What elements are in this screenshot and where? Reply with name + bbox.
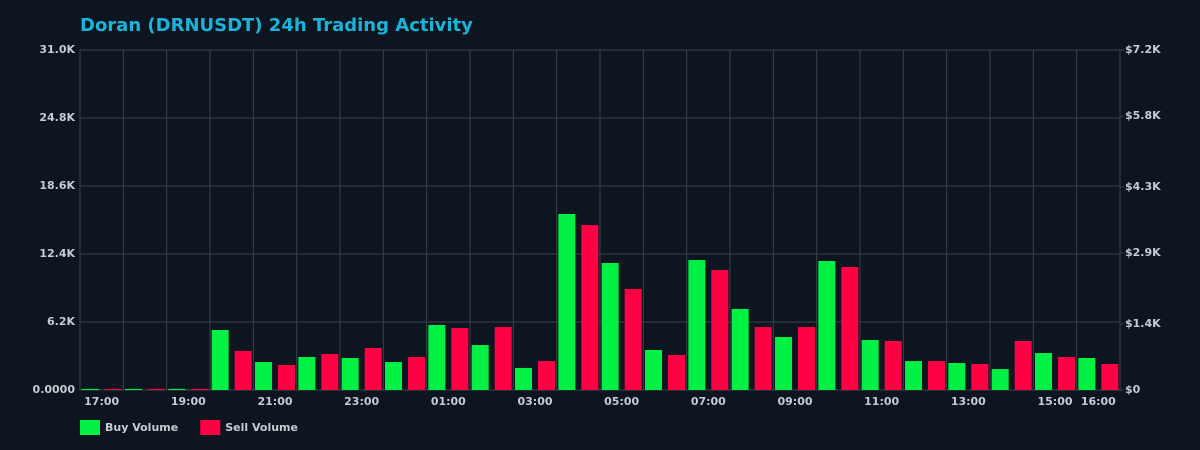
bar [991,369,1009,390]
bar [1014,340,1032,390]
bar [754,327,772,390]
bar [408,356,425,390]
chart-title: Doran (DRNUSDT) 24h Trading Activity [80,15,473,36]
bar [861,339,879,390]
bar [538,361,555,390]
y-tick-label: 12.4K [39,247,75,260]
x-tick-label: 17:00 [84,395,119,408]
bar [104,388,122,390]
bar [624,288,642,390]
x-tick-label: 01:00 [431,395,466,408]
bar [191,388,209,390]
bar [601,262,619,390]
y2-tick-label: $0 [1125,383,1141,396]
bar [278,364,295,390]
bar [451,328,469,390]
bar [668,355,685,390]
y2-tick-label: $7.2K [1125,43,1161,56]
legend-swatch [200,420,221,435]
x-tick-label: 15:00 [1037,395,1072,408]
bar [1101,364,1119,390]
bar [494,327,512,390]
x-tick-label: 21:00 [257,395,292,408]
bar [558,213,576,390]
y-tick-label: 24.8K [39,111,75,124]
bar [905,361,922,390]
bar [1035,353,1052,390]
y-tick-label: 31.0K [39,43,75,56]
bar [841,267,859,390]
bar [321,354,339,390]
y2-tick-label: $5.8K [1125,109,1161,122]
bar [581,225,599,390]
bar [385,362,402,390]
bar [471,345,489,390]
x-tick-label: 19:00 [171,395,206,408]
x-tick-label: 03:00 [517,395,552,408]
bar [125,388,142,390]
bar [731,308,749,390]
bar [711,270,729,390]
y2-tick-label: $4.3K [1125,180,1161,193]
bar [211,330,229,390]
y-tick-label: 0.0000 [33,383,76,396]
bar [818,261,836,390]
bar [515,367,532,390]
x-tick-label: 13:00 [951,395,986,408]
bar [798,327,815,390]
x-tick-label: 07:00 [691,395,726,408]
bar [1078,357,1096,390]
bar [428,324,446,390]
y2-tick-label: $1.4K [1125,317,1161,330]
bar [81,388,99,390]
x-tick-label: 05:00 [604,395,639,408]
bar [645,349,662,390]
bar [928,361,945,390]
bar [148,388,165,390]
x-tick-label: 09:00 [777,395,812,408]
legend-label: Sell Volume [225,421,298,434]
bar [234,350,252,390]
bar [688,260,706,390]
bar [341,357,359,390]
bar [364,347,382,390]
bar [168,388,186,390]
legend-swatch [80,420,100,435]
x-tick-label: 23:00 [344,395,379,408]
y-tick-label: 18.6K [39,179,75,192]
bar [1058,356,1075,390]
x-tick-label: 16:00 [1081,395,1116,408]
bar [775,337,792,390]
bar [948,363,966,390]
bar [884,340,902,390]
bar [255,362,272,390]
y2-tick-label: $2.9K [1125,246,1161,259]
legend-label: Buy Volume [105,421,178,434]
x-tick-label: 11:00 [864,395,899,408]
bar [971,364,989,390]
y-tick-label: 6.2K [47,315,75,328]
bar [298,356,316,390]
